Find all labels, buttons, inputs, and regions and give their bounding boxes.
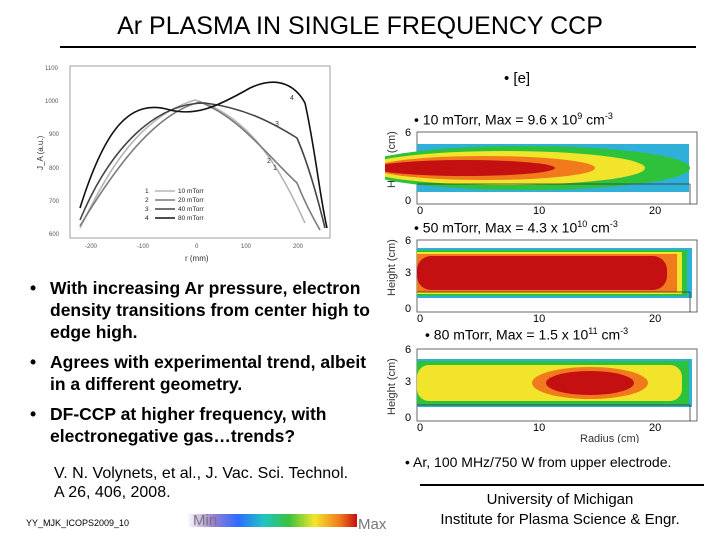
x-tick: 20 [649, 422, 661, 434]
curve-label: 3 [275, 121, 279, 128]
x-tick: 10 [533, 313, 545, 325]
y-axis-label: J_A (a.u.) [36, 135, 45, 170]
y-tick: 0 [405, 412, 411, 424]
bullet-item: • Agrees with experimental trend, albeit … [30, 351, 375, 395]
y-tick: 1000 [45, 99, 59, 105]
affiliation-line1: University of Michigan [486, 491, 634, 508]
y-tick: 800 [49, 166, 60, 172]
citation: V. N. Volynets, et al., J. Vac. Sci. Tec… [54, 465, 349, 501]
y-tick: 600 [49, 232, 60, 238]
color-scale-bar [187, 514, 357, 527]
title-underline [60, 46, 696, 48]
x-tick: 20 [649, 205, 661, 216]
y-tick: 6 [405, 235, 411, 247]
bullet-text: Agrees with experimental trend, albeit i… [50, 352, 367, 394]
x-tick: 100 [241, 244, 252, 250]
x-tick: -200 [85, 244, 98, 250]
bullet-item: • With increasing Ar pressure, electron d… [30, 277, 375, 343]
curve-label: 2 [267, 158, 271, 165]
affiliation-rule [420, 484, 704, 486]
bullet-list: • With increasing Ar pressure, electron d… [30, 277, 375, 455]
svg-text:3: 3 [145, 206, 149, 213]
height-axis-label: Height (cm) [386, 358, 398, 415]
y-tick: 6 [405, 127, 411, 139]
svg-text:10 mTorr: 10 mTorr [178, 188, 204, 195]
svg-text:80 mTorr: 80 mTorr [178, 215, 204, 222]
bullet-text: With increasing Ar pressure, electron de… [50, 278, 370, 342]
x-tick: 0 [417, 422, 423, 434]
height-axis-label: Height (cm) [386, 239, 398, 296]
x-axis-label: r (mm) [185, 254, 209, 263]
conditions-note: • Ar, 100 MHz/750 W from upper electrode… [405, 454, 672, 470]
svg-text:20 mTorr: 20 mTorr [178, 197, 204, 204]
contour-header: • [e] [504, 70, 531, 87]
contour-panel-50mtorr: Height (cm) 6 3 0 0 10 20 [386, 235, 698, 325]
svg-text:40 mTorr: 40 mTorr [178, 206, 204, 213]
x-tick: 0 [195, 244, 199, 250]
scale-min-label: Min [193, 512, 218, 529]
y-tick: 900 [49, 132, 60, 138]
y-tick: 3 [405, 376, 411, 388]
curve-label: 4 [290, 95, 294, 102]
species-label: [e] [513, 70, 531, 87]
svg-text:4: 4 [145, 215, 149, 222]
experimental-jsat-plot: J_A (a.u.) 1100 1000 900 800 700 600 -20… [36, 65, 331, 263]
x-tick: 10 [533, 205, 545, 216]
x-tick: 0 [417, 313, 423, 325]
x-tick: -100 [137, 244, 150, 250]
radius-axis-label: Radius (cm) [580, 433, 639, 443]
plot-legend: 1 10 mTorr 2 20 mTorr 3 40 mTorr 4 80 mT… [145, 188, 204, 222]
svg-text:2: 2 [145, 197, 149, 204]
bullet-text: DF-CCP at higher frequency, with electro… [50, 404, 327, 446]
y-tick: 0 [405, 303, 411, 315]
curve-label: 1 [273, 165, 277, 172]
footer-id: YY_MJK_ICOPS2009_10 [26, 518, 130, 528]
contour-panel-80mtorr: Height (cm) 6 3 0 0 10 20 Radius (cm) [386, 344, 698, 443]
x-tick: 0 [417, 205, 423, 216]
affiliation: University of Michigan Institute for Pla… [410, 490, 710, 530]
panel-label-50mtorr: • 50 mTorr, Max = 4.3 x 1010 cm-3 [414, 219, 618, 236]
curve-80-mtorr [79, 81, 328, 229]
curve-10-mtorr [79, 99, 306, 229]
y-tick: 3 [405, 267, 411, 279]
panel-label-80mtorr: • 80 mTorr, Max = 1.5 x 1011 cm-3 [425, 326, 629, 343]
y-tick: 700 [49, 199, 60, 205]
slide-title: Ar PLASMA IN SINGLE FREQUENCY CCP [117, 12, 603, 40]
y-tick: 6 [405, 344, 411, 356]
plot-frame [69, 65, 331, 239]
scale-max-label: Max [358, 516, 387, 533]
y-tick: 0 [405, 195, 411, 207]
curve-40-mtorr [79, 102, 326, 229]
contour-panel-10mtorr: Height (cm) 6 3 0 0 10 20 [385, 127, 698, 216]
affiliation-line2: Institute for Plasma Science & Engr. [440, 511, 680, 528]
x-tick: 200 [293, 244, 304, 250]
x-tick: 20 [649, 313, 661, 325]
svg-text:1: 1 [145, 188, 149, 195]
curve-20-mtorr [79, 101, 321, 231]
bullet-item: • DF-CCP at higher frequency, with electr… [30, 403, 375, 447]
y-tick: 1100 [45, 66, 59, 72]
x-tick: 10 [533, 422, 545, 434]
panel-label-10mtorr: • 10 mTorr, Max = 9.6 x 109 cm-3 [414, 111, 613, 128]
